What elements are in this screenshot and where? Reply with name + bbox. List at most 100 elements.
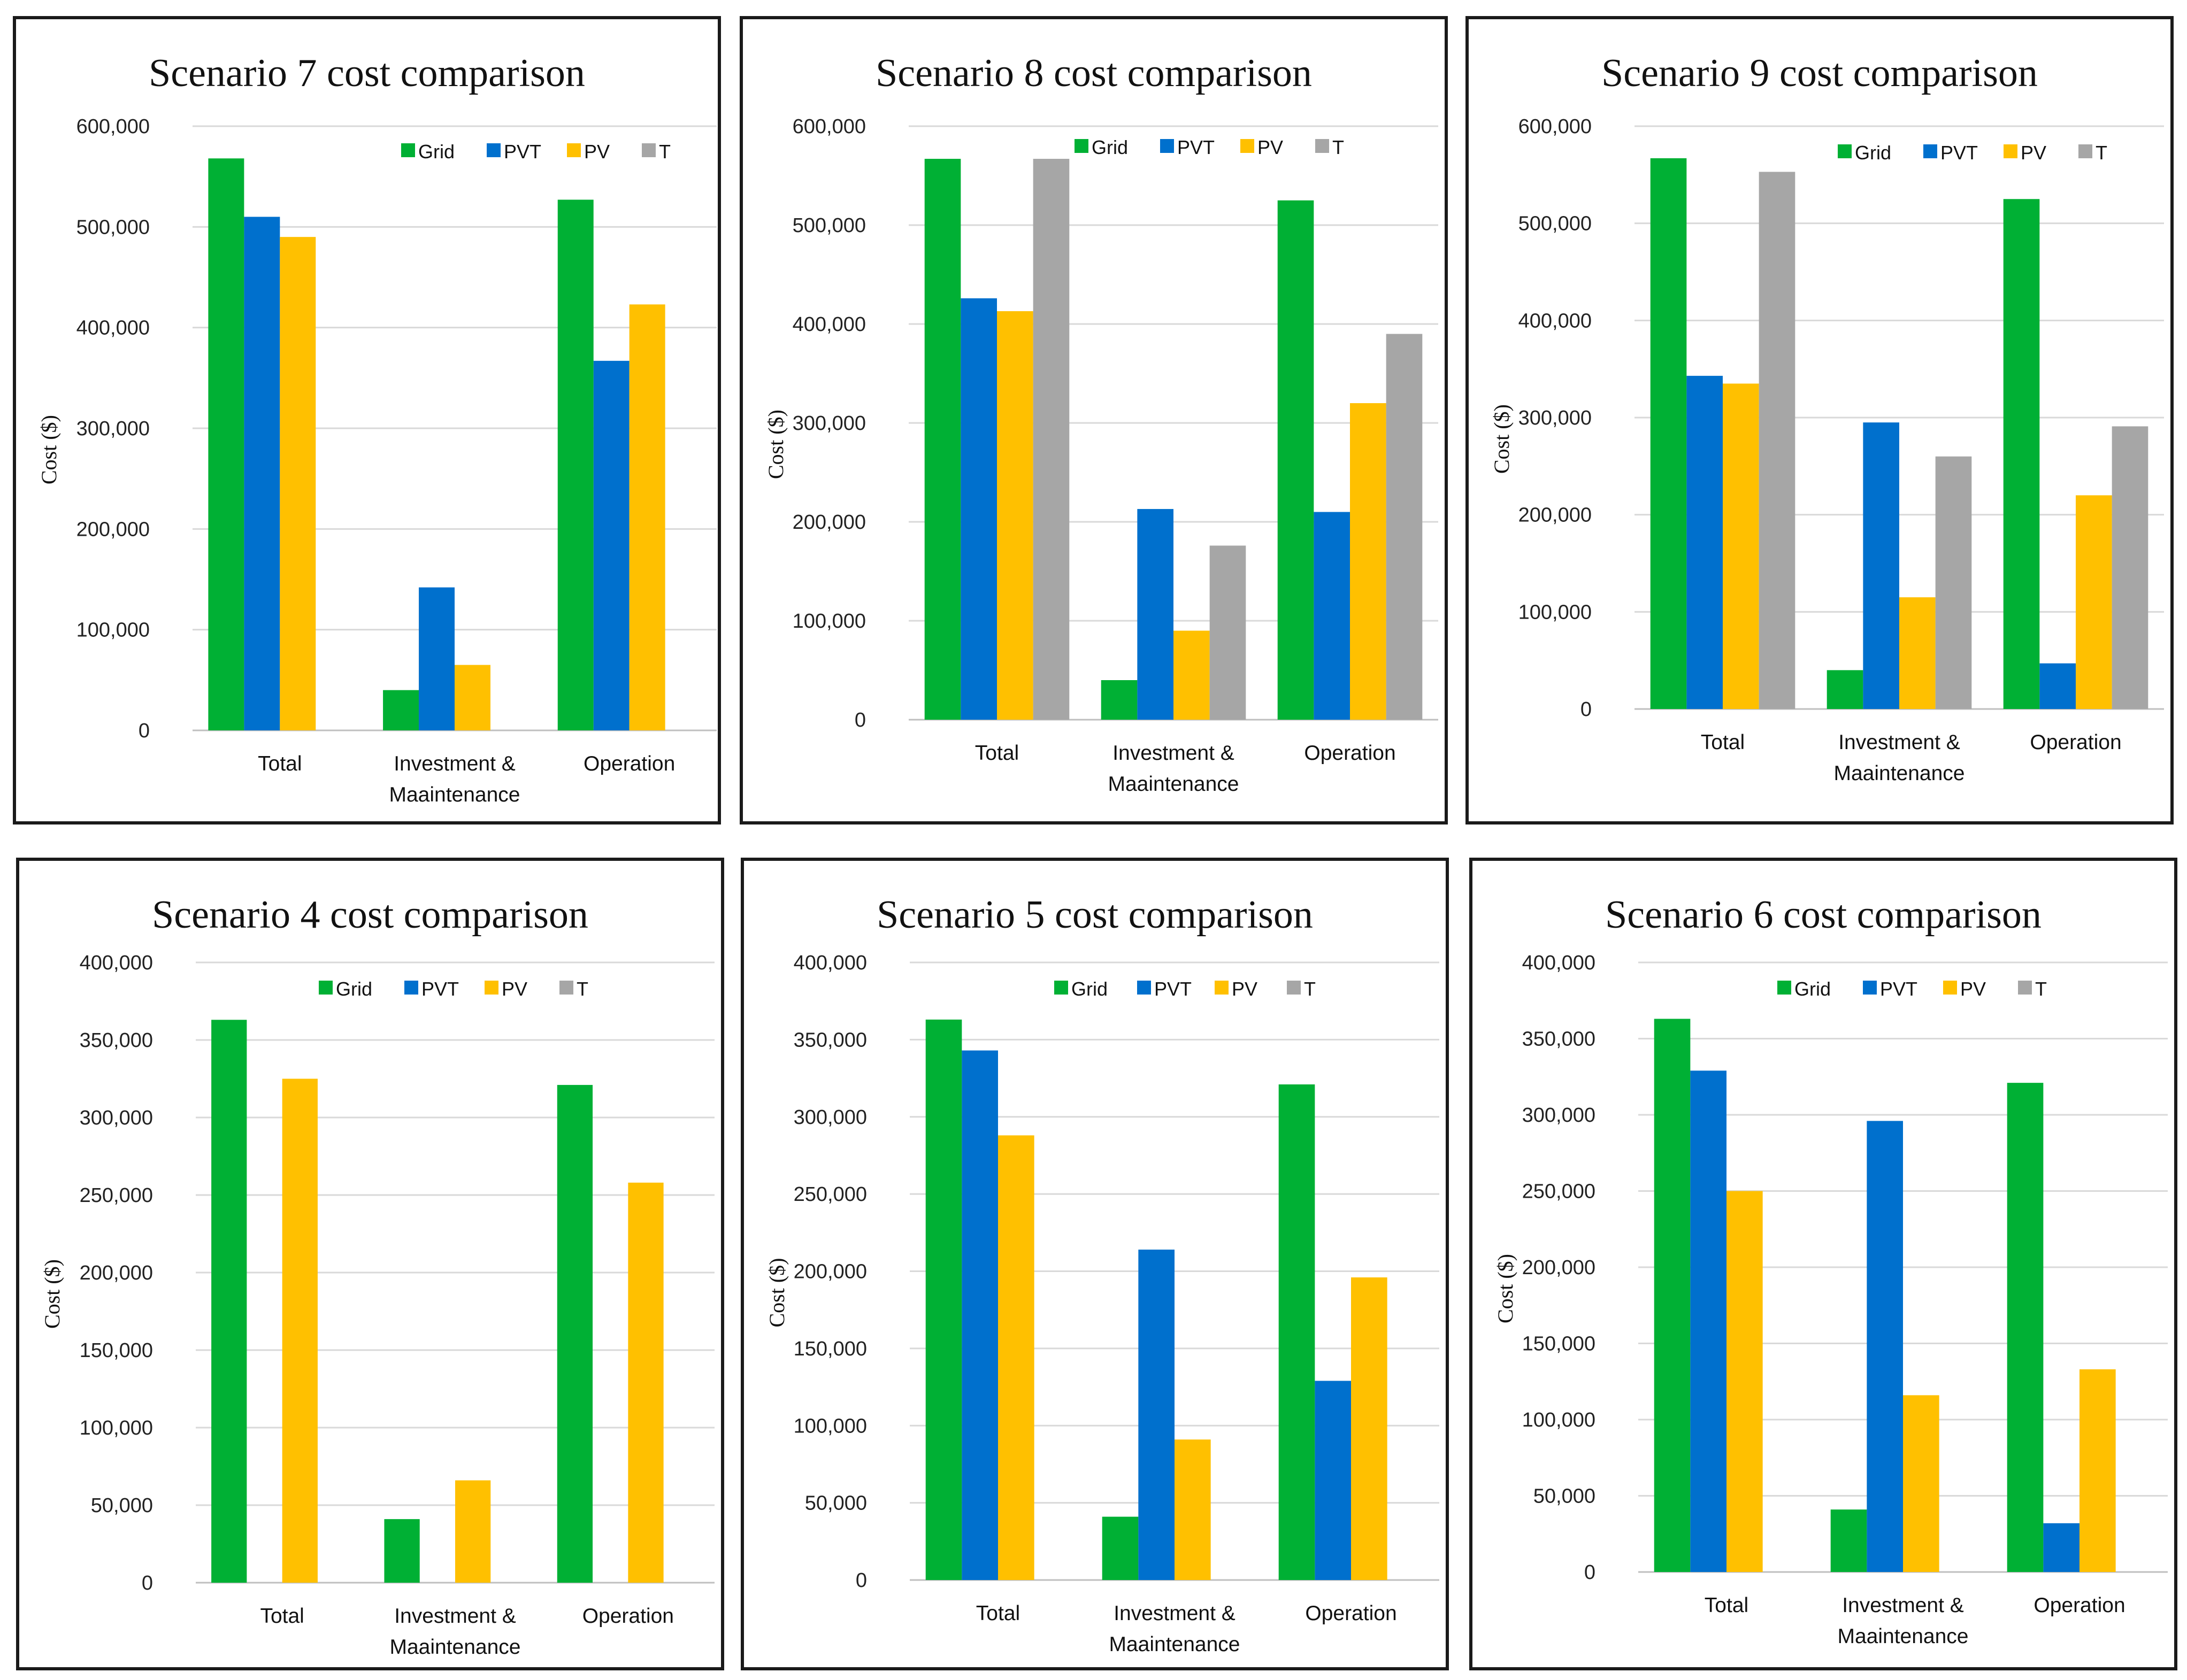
y-tick-label: 200,000 [794,1261,867,1283]
y-tick-label: 400,000 [794,952,867,974]
x-tick-label-line: Operation [582,1605,674,1628]
legend-swatch-pvt [404,981,418,995]
bar-pvt-operation [1315,1381,1351,1580]
legend-label-pv: PV [2021,142,2046,164]
bar-pvt-operation [1314,512,1350,720]
legend-swatch-grid [1075,139,1088,153]
legend-label-pv: PV [502,978,527,1000]
bar-pvt-operation [593,360,630,730]
y-tick-label: 200,000 [1522,1257,1595,1279]
y-tick-label: 300,000 [80,1107,153,1129]
bar-grid-total [925,1019,962,1580]
x-tick-label: Investment & Maaintenance [1109,1602,1240,1656]
bar-pv-operation [629,304,665,730]
x-tick-label: Operation [582,1605,674,1628]
x-tick-label-line: Operation [2033,1594,2125,1617]
bar-pv-investment-maaintenance [455,665,490,730]
y-tick-label: 500,000 [793,214,866,237]
legend-swatch-t [1315,139,1329,153]
bar-pvt-investment-maaintenance [1137,508,1173,720]
y-axis-label: Cost ($) [1490,404,1514,474]
chart-title: Scenario 6 cost comparison [1605,893,2042,937]
y-tick-label: 100,000 [1522,1409,1595,1431]
y-tick-label: 500,000 [76,216,150,238]
chart-svg-scenario-7: Scenario 7 cost comparison 0 100,000 200,00… [37,51,717,806]
chart-title: Scenario 4 cost comparison [152,893,588,937]
bar-grid-total [211,1020,247,1583]
x-tick-label-line: Total [258,752,302,775]
x-tick-label-line: Maaintenance [389,1636,520,1659]
bar-grid-investment-maaintenance [1827,670,1863,709]
legend-label-grid: Grid [336,978,372,1000]
bar-pv-investment-maaintenance [455,1480,491,1583]
y-tick-label: 100,000 [1518,601,1592,623]
legend-swatch-t [559,981,573,995]
x-tick-label: Total [1705,1594,1748,1617]
bar-pvt-total [961,298,997,720]
y-tick-label: 400,000 [1522,952,1595,974]
chart-title: Scenario 5 cost comparison [877,893,1313,937]
x-tick-label-line: Operation [584,752,675,775]
bar-grid-operation [1277,200,1314,720]
legend-swatch-pv [485,981,498,995]
bar-t-total [1033,159,1070,720]
legend-label-grid: Grid [1794,978,1831,1000]
bar-pvt-total [1686,375,1723,709]
legend-label-pvt: PVT [1880,978,1917,1000]
chart-panel-scenario-5: Scenario 5 cost comparison 0 50,000 100,000… [741,858,1449,1670]
x-tick-label-line: Total [976,1602,1020,1625]
legend-label-t: T [1304,978,1316,1000]
bar-grid-operation [1278,1084,1315,1580]
bar-pv-operation [1350,403,1386,720]
bar-grid-investment-maaintenance [383,690,419,730]
bar-t-investment-maaintenance [1935,456,1972,709]
y-tick-label: 300,000 [794,1106,867,1129]
bar-pvt-operation [2043,1523,2079,1572]
x-tick-label-line: Investment & [1838,731,1960,754]
bar-pv-total [1726,1191,1763,1572]
legend-label-t: T [2096,142,2107,164]
legend-swatch-pvt [487,143,501,157]
bar-pv-total [998,1135,1034,1580]
chart-svg-scenario-5: Scenario 5 cost comparison 0 50,000 100,000… [765,893,1439,1656]
x-tick-label: Operation [2030,731,2121,754]
legend-label-t: T [659,141,671,163]
y-tick-label: 400,000 [793,313,866,336]
legend-swatch-pvt [1923,144,1937,158]
y-tick-label: 0 [1584,1561,1595,1584]
legend-label-pvt: PVT [1940,142,1978,164]
x-tick-label-line: Operation [1305,1602,1396,1625]
y-tick-label: 250,000 [1522,1181,1595,1203]
x-tick-label-line: Maaintenance [1837,1625,1968,1648]
x-tick-label: Investment & Maaintenance [1108,742,1239,796]
y-tick-label: 150,000 [1522,1333,1595,1355]
legend-label-pvt: PVT [1177,136,1215,158]
x-tick-label-line: Investment & [394,1605,516,1628]
y-tick-label: 200,000 [80,1262,153,1284]
legend-label-grid: Grid [1071,978,1108,1000]
chart-panel-scenario-7: Scenario 7 cost comparison 0 100,000 200,00… [13,16,721,824]
x-tick-label-line: Investment & [394,752,516,775]
legend-swatch-pvt [1160,139,1174,153]
bar-pv-investment-maaintenance [1175,1439,1211,1580]
x-tick-label: Investment & Maaintenance [1837,1594,1968,1648]
chart-panel-scenario-4: Scenario 4 cost comparison 0 50,000 100,000… [16,858,724,1670]
legend-swatch-grid [1054,981,1068,995]
legend-swatch-grid [319,981,333,995]
x-tick-label: Total [258,752,302,775]
x-tick-label-line: Operation [1304,742,1395,765]
legend-swatch-pv [1943,981,1957,995]
x-tick-label: Total [1701,731,1745,754]
legend-swatch-grid [401,143,415,157]
y-tick-label: 350,000 [80,1029,153,1052]
chart-svg-scenario-9: Scenario 9 cost comparison 0 100,000 200,00… [1490,51,2164,785]
y-tick-label: 0 [855,709,866,731]
bar-grid-operation [2003,199,2040,709]
legend-swatch-pv [567,143,581,157]
y-tick-label: 100,000 [793,610,866,633]
legend-swatch-grid [1838,144,1852,158]
legend-label-pv: PV [1960,978,1986,1000]
legend-swatch-pvt [1863,981,1877,995]
y-tick-label: 300,000 [1518,407,1592,429]
legend-swatch-t [2018,981,2032,995]
